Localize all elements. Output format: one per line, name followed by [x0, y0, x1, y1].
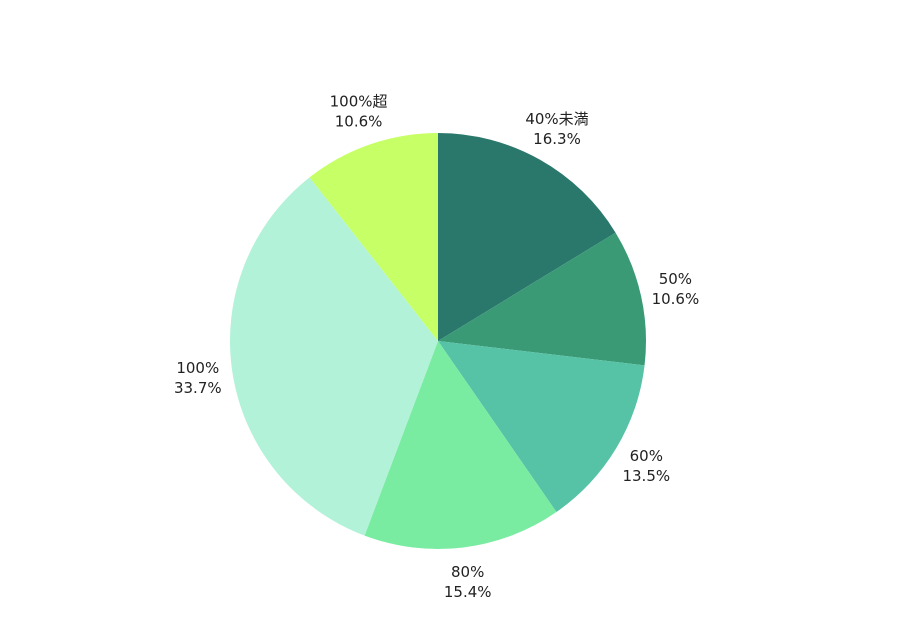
- slice-value-label: 10.6%: [652, 290, 700, 308]
- slice-label-group-3: 60% 13.5%: [622, 447, 670, 485]
- pie-slice-2: [438, 232, 646, 366]
- slice-value-label: 15.4%: [444, 583, 492, 601]
- pie-slice-6: [309, 133, 438, 341]
- slice-label-group-4: 80% 15.4%: [444, 563, 492, 601]
- pie-slice-3: [438, 341, 645, 512]
- slice-value-label: 10.6%: [335, 112, 383, 130]
- labels-layer: 40%未満 16.3% 50% 10.6% 60% 13.5% 80% 15.4% 100% 33…: [174, 92, 699, 601]
- pie-slice-5: [230, 177, 438, 536]
- slice-category-label: 40%未満: [525, 110, 588, 128]
- slice-category-label: 100%超: [330, 92, 388, 110]
- slice-category-label: 60%: [630, 447, 663, 465]
- slice-category-label: 100%: [176, 359, 219, 377]
- slice-value-label: 33.7%: [174, 379, 222, 397]
- slice-category-label: 80%: [451, 563, 484, 581]
- slice-label-group-2: 50% 10.6%: [652, 270, 700, 308]
- slices-layer: [230, 133, 646, 550]
- slice-label-group-6: 100%超 10.6%: [330, 92, 388, 130]
- slice-value-label: 16.3%: [533, 130, 581, 148]
- pie-slice-1: [438, 133, 616, 341]
- pie-slice-4: [364, 341, 557, 550]
- slice-label-group-1: 40%未満 16.3%: [525, 110, 588, 148]
- slice-category-label: 50%: [659, 270, 692, 288]
- slice-value-label: 13.5%: [622, 467, 670, 485]
- slice-label-group-5: 100% 33.7%: [174, 359, 222, 397]
